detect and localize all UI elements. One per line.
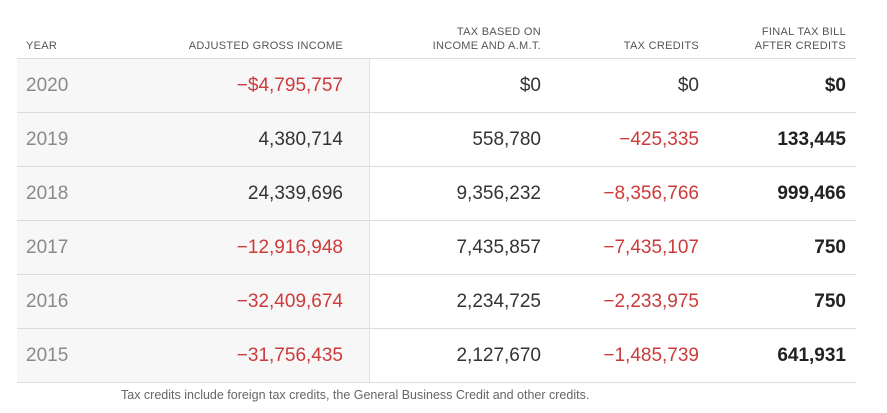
cell-tax-based-on-income: 2,127,670 <box>456 345 541 366</box>
shaded-column-bg <box>17 167 370 220</box>
cell-adjusted-gross-income: −$4,795,757 <box>236 75 343 96</box>
header-final-line-2: AFTER CREDITS <box>754 39 846 52</box>
cell-tax-credits: −425,335 <box>619 129 699 150</box>
cell-adjusted-gross-income: −31,756,435 <box>236 345 343 366</box>
tax-table: YEAR ADJUSTED GROSS INCOME TAX BASED ON … <box>17 0 856 383</box>
cell-final-tax-bill: $0 <box>824 75 846 96</box>
cell-adjusted-gross-income: 4,380,714 <box>258 129 343 150</box>
cell-year: 2017 <box>26 237 69 258</box>
header-final-tax-bill: FINAL TAX BILL AFTER CREDITS <box>755 26 846 53</box>
shaded-column-bg <box>17 275 370 328</box>
cell-final-tax-bill: 750 <box>814 291 846 312</box>
cell-tax-based-on-income: 558,780 <box>472 129 541 150</box>
table-row: 2018 24,339,696 9,356,232 −8,356,766 999,466 <box>17 167 856 221</box>
cell-tax-credits: $0 <box>677 75 699 96</box>
cell-final-tax-bill: 750 <box>814 237 846 258</box>
cell-final-tax-bill: 133,445 <box>777 129 846 150</box>
cell-adjusted-gross-income: 24,339,696 <box>247 183 343 204</box>
header-tax-based-on-income: TAX BASED ON INCOME AND A.M.T. <box>433 26 541 53</box>
table-row: 2019 4,380,714 558,780 −425,335 133,445 <box>17 113 856 167</box>
header-tax-line-1: TAX BASED ON <box>456 26 541 38</box>
table-row: 2015 −31,756,435 2,127,670 −1,485,739 641,93… <box>17 329 856 383</box>
table-row: 2016 −32,409,674 2,234,725 −2,233,975 750 <box>17 275 856 329</box>
cell-final-tax-bill: 641,931 <box>777 345 846 366</box>
header-tax-line-2: INCOME AND A.M.T. <box>432 39 541 52</box>
cell-tax-based-on-income: $0 <box>519 75 541 96</box>
table-body: 2020 −$4,795,757 $0 $0 $0 2019 4,380,714 558,78… <box>17 58 856 383</box>
cell-year: 2015 <box>26 345 69 366</box>
footnote: Tax credits include foreign tax credits,… <box>121 388 590 402</box>
cell-tax-credits: −7,435,107 <box>603 237 699 258</box>
shaded-column-bg <box>17 329 370 382</box>
cell-tax-based-on-income: 2,234,725 <box>456 291 541 312</box>
cell-tax-based-on-income: 7,435,857 <box>456 237 541 258</box>
table-header: YEAR ADJUSTED GROSS INCOME TAX BASED ON … <box>17 0 856 58</box>
cell-final-tax-bill: 999,466 <box>777 183 846 204</box>
cell-year: 2018 <box>26 183 69 204</box>
header-final-line-1: FINAL TAX BILL <box>761 26 846 38</box>
cell-year: 2016 <box>26 291 69 312</box>
header-tax-credits: TAX CREDITS <box>623 39 699 52</box>
shaded-column-bg <box>17 221 370 274</box>
cell-tax-credits: −1,485,739 <box>603 345 699 366</box>
table-row: 2020 −$4,795,757 $0 $0 $0 <box>17 59 856 113</box>
cell-tax-credits: −8,356,766 <box>603 183 699 204</box>
cell-year: 2020 <box>26 75 69 96</box>
cell-adjusted-gross-income: −12,916,948 <box>236 237 343 258</box>
table-row: 2017 −12,916,948 7,435,857 −7,435,107 750 <box>17 221 856 275</box>
cell-tax-credits: −2,233,975 <box>603 291 699 312</box>
header-adjusted-gross-income: ADJUSTED GROSS INCOME <box>188 39 343 52</box>
cell-adjusted-gross-income: −32,409,674 <box>236 291 343 312</box>
cell-year: 2019 <box>26 129 69 150</box>
shaded-column-bg <box>17 113 370 166</box>
cell-tax-based-on-income: 9,356,232 <box>456 183 541 204</box>
shaded-column-bg <box>17 59 370 112</box>
header-year: YEAR <box>26 39 58 52</box>
